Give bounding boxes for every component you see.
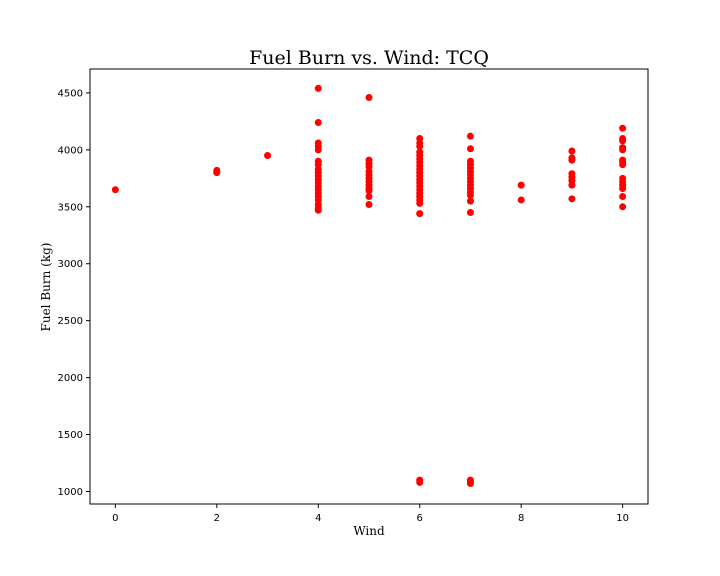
y-tick-label: 3500	[58, 202, 83, 213]
data-point	[466, 132, 474, 140]
plot-frame	[89, 68, 649, 505]
x-tick-label: 0	[112, 513, 118, 524]
data-point	[619, 161, 627, 169]
data-point	[619, 193, 627, 201]
data-point	[466, 480, 474, 488]
plot-area	[111, 84, 627, 488]
data-point	[568, 181, 576, 189]
chart-title: Fuel Burn vs. Wind: TCQ	[249, 47, 489, 69]
data-point	[416, 199, 424, 207]
data-point	[213, 166, 221, 174]
x-tick-label: 8	[518, 513, 524, 524]
x-axis: 0 2 4 6 8 10	[112, 504, 629, 524]
y-axis-label: Fuel Burn (kg)	[39, 243, 53, 332]
data-point	[264, 152, 272, 160]
y-tick-label: 4000	[58, 145, 83, 156]
data-point	[111, 186, 119, 194]
x-axis-label: Wind	[353, 524, 385, 538]
data-point	[568, 195, 576, 203]
data-point	[619, 137, 627, 145]
data-point	[466, 197, 474, 205]
data-point	[619, 185, 627, 193]
data-point	[416, 478, 424, 486]
x-tick-label: 4	[315, 513, 321, 524]
x-tick-label: 2	[214, 513, 220, 524]
y-tick-label: 4500	[58, 88, 83, 99]
data-point	[619, 124, 627, 132]
data-point	[517, 196, 525, 204]
data-point	[517, 181, 525, 189]
data-point	[314, 119, 322, 127]
data-point	[466, 145, 474, 153]
data-point	[619, 146, 627, 154]
y-tick-label: 3000	[58, 259, 83, 270]
y-tick-label: 2500	[58, 316, 83, 327]
data-point	[365, 93, 373, 101]
data-point	[416, 142, 424, 150]
data-point	[314, 84, 322, 92]
y-tick-label: 2000	[58, 373, 83, 384]
data-point	[314, 206, 322, 214]
data-point	[314, 146, 322, 154]
data-point	[568, 156, 576, 164]
y-tick-label: 1000	[58, 487, 83, 498]
data-point	[365, 201, 373, 209]
data-point	[416, 210, 424, 218]
data-point	[365, 193, 373, 201]
data-point	[466, 191, 474, 199]
data-point	[568, 147, 576, 155]
x-tick-label: 6	[417, 513, 423, 524]
x-tick-label: 10	[616, 513, 629, 524]
y-tick-label: 1500	[58, 430, 83, 441]
y-axis: 1000 1500 2000 2500 3000 3500 4000 4500	[58, 88, 90, 498]
data-point	[365, 187, 373, 195]
data-point	[466, 208, 474, 216]
data-point	[619, 203, 627, 211]
